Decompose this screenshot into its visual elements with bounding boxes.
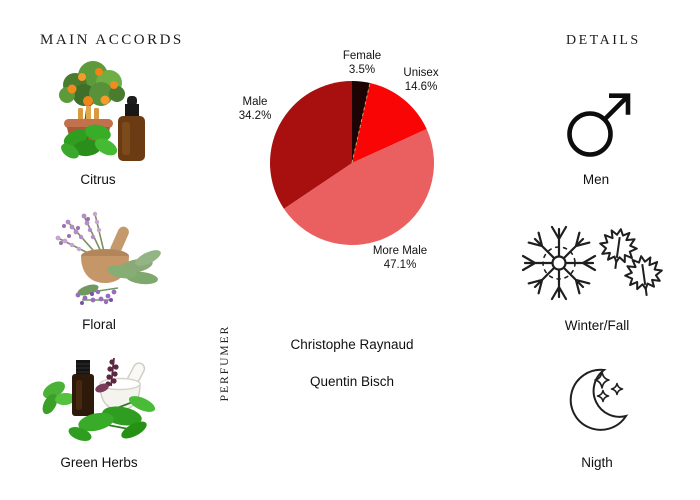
snowflake-maple-leaves-icon — [521, 225, 666, 301]
floral-accord-image — [55, 211, 161, 305]
pie-label-male: Male 34.2% — [238, 96, 272, 122]
details-header: DETAILS — [566, 33, 641, 48]
essential-oil-bottle-icon — [72, 360, 94, 416]
green-herbs-accord-image — [42, 357, 156, 441]
sparkle-star-icon — [594, 371, 624, 403]
perfumer-name: Quentin Bisch — [309, 374, 395, 389]
accord-label-green-herbs: Green Herbs — [60, 455, 138, 470]
purple-basil-icon — [95, 357, 119, 393]
pie-label-female: Female 3.5% — [342, 50, 382, 76]
citrus-accord-image — [59, 61, 145, 161]
purple-flowers-icon — [75, 284, 119, 305]
pie-label-unisex: Unisex 14.6% — [403, 67, 439, 93]
gender-pie-chart — [266, 77, 438, 249]
pie-slice-separator — [351, 82, 371, 164]
sage-leaves-icon — [107, 250, 161, 285]
detail-label-winter-fall: Winter/Fall — [564, 318, 630, 333]
mint-leaves-icon — [42, 381, 75, 415]
crescent-moon-stars-icon — [569, 368, 629, 431]
snowflake-icon — [521, 225, 597, 301]
orange-tree-icon — [59, 61, 125, 125]
mars-symbol-icon — [567, 93, 631, 157]
pie-slice-unisex — [352, 83, 427, 163]
pie-label-more-male: More Male 47.1% — [372, 245, 428, 271]
pie-slice-more-male — [283, 129, 435, 246]
perfumer-section-label: PERFUMER — [219, 324, 231, 402]
main-accords-header: MAIN ACCORDS — [40, 32, 184, 48]
detail-label-night: Nigth — [581, 455, 613, 470]
accord-label-citrus: Citrus — [80, 172, 116, 187]
accord-label-floral: Floral — [82, 317, 116, 332]
detail-label-men: Men — [582, 172, 610, 187]
basil-leaves-icon — [61, 124, 118, 159]
maple-leaf-icon — [596, 226, 666, 299]
dropper-bottle-icon — [118, 96, 145, 161]
basil-leaves-icon — [68, 396, 156, 441]
lavender-sprigs-icon — [55, 211, 106, 259]
perfumer-name: Christophe Raynaud — [290, 337, 414, 352]
pie-slice-male — [270, 81, 352, 209]
gender-pie-svg — [270, 81, 435, 246]
